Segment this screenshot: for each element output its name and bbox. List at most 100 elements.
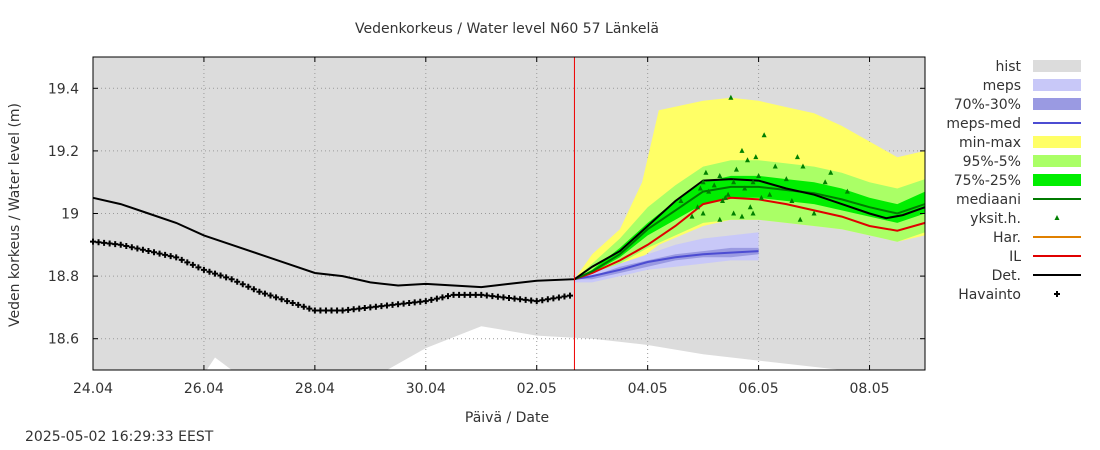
legend-label-havainto: Havainto [958,287,1021,303]
legend-label-meps_med: meps-med [946,116,1021,132]
meps-70-30-band [574,247,759,280]
yksit-point [844,188,850,194]
havainto-point [117,241,124,248]
observation-markers [90,238,574,314]
yksit-point [728,94,734,100]
x-tick-label: 06.05 [739,381,779,397]
havainto-point [372,303,379,310]
legend-swatch-p95_5 [1033,155,1081,167]
yksit-point [758,194,764,200]
yksit-point [750,179,756,185]
yksit-point [800,163,806,169]
yksit-point [756,172,762,178]
havainto-point [156,250,163,257]
legend: hist meps 70%-30% meps-med min-max 95%-5% 75%-… [946,59,1081,303]
havainto-point [223,274,230,281]
meps-med-line [574,250,759,281]
havainto-point [450,291,457,298]
yksit-point [767,191,773,197]
legend-label-det: Det. [992,268,1021,284]
havainto-point [95,239,102,246]
havainto-point [483,292,490,299]
x-tick-label: 24.04 [73,381,113,397]
havainto-point [295,301,302,308]
havainto-point [517,296,524,303]
legend-label-hist: hist [995,59,1021,75]
yksit-point [742,185,748,191]
havainto-point [334,307,341,314]
havainto-point [173,254,180,261]
legend-label-min_max: min-max [959,135,1021,151]
havainto-point [345,306,352,313]
yksit-point [717,172,723,178]
havainto-point [184,259,191,266]
havainto-point [350,306,357,313]
havainto-point [533,298,540,305]
yksit-point [725,191,731,197]
yksit-point [822,179,828,185]
havainto-point [561,293,568,300]
yksit-point [720,197,726,203]
yksit-point [750,210,756,216]
yksit-point [739,213,745,219]
legend-label-har: Har. [993,230,1021,246]
x-tick-label: 02.05 [517,381,557,397]
yksit-point [797,216,803,222]
havainto-point [567,292,574,299]
havainto-point [123,243,130,250]
yksit-point [711,182,717,188]
havainto-point [206,268,213,275]
ensemble-points [678,94,850,222]
x-axis-label: Päivä / Date [465,410,549,426]
yksit-point [703,169,709,175]
havainto-point [422,298,429,305]
havainto-point [289,300,296,307]
havainto-point [544,296,551,303]
havainto-point [284,298,291,305]
havainto-point [311,307,318,314]
legend-swatch-hist [1033,60,1081,72]
yksit-point [678,197,684,203]
havainto-point [339,307,346,314]
havainto-point [361,305,368,312]
havainto-point [439,294,446,301]
yksit-point [695,204,701,210]
havainto-point [378,303,385,310]
yksit-point [739,147,745,153]
yksit-point [733,166,739,172]
havainto-point [151,249,158,256]
havainto-point [411,299,418,306]
x-tick-label: 08.05 [849,381,889,397]
havainto-point [178,256,185,263]
yksit-point [706,188,712,194]
x-tick-label: 28.04 [295,381,335,397]
havainto-point [367,304,374,311]
il-line [574,196,926,281]
havainto-point [134,245,141,252]
havainto-point [539,297,546,304]
havainto-point [250,286,257,293]
y-tick-label: 19 [61,207,79,223]
yksit-point [700,210,706,216]
yksit-point [772,163,778,169]
havainto-point [433,295,440,302]
havainto-point [145,248,152,255]
havainto-point [467,291,474,298]
yksit-point [689,213,695,219]
yksit-point [747,204,753,210]
havainto-point [300,303,307,310]
havainto-point [267,292,274,299]
yksit-point [753,154,759,160]
havainto-point [139,246,146,253]
yksit-point [722,194,728,200]
det-line [92,178,926,289]
legend-label-p75_25: 75%-25% [954,173,1021,189]
y-axis-label: Veden korkeus / Water level (m) [7,103,23,327]
havainto-point [322,307,329,314]
yksit-point [794,154,800,160]
havainto-point [444,293,451,300]
havainto-point [356,305,363,312]
havainto-point [428,296,435,303]
yksit-point [700,179,706,185]
